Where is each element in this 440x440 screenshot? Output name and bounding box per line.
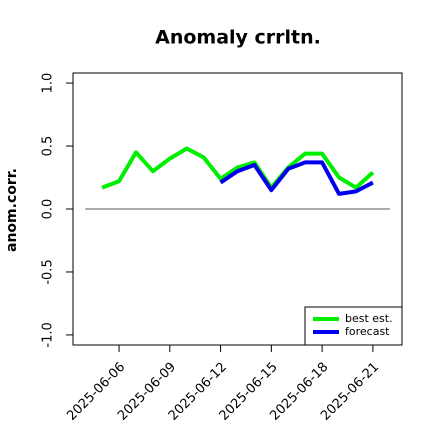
legend-label: best est. <box>345 312 393 325</box>
y-tick-label: 1.0 <box>41 73 56 94</box>
chart-title: Anomaly crrltn. <box>155 27 321 49</box>
series-line <box>219 160 374 196</box>
y-tick-label: -0.5 <box>41 259 56 284</box>
legend-box <box>304 306 403 346</box>
y-axis-label: anom.corr. <box>4 168 20 252</box>
y-tick-label: -1.0 <box>41 322 56 347</box>
y-tick-label: 0.0 <box>41 199 56 220</box>
series-line <box>101 146 375 190</box>
legend-label: forecast <box>345 325 390 338</box>
y-tick-label: 0.5 <box>41 136 56 157</box>
